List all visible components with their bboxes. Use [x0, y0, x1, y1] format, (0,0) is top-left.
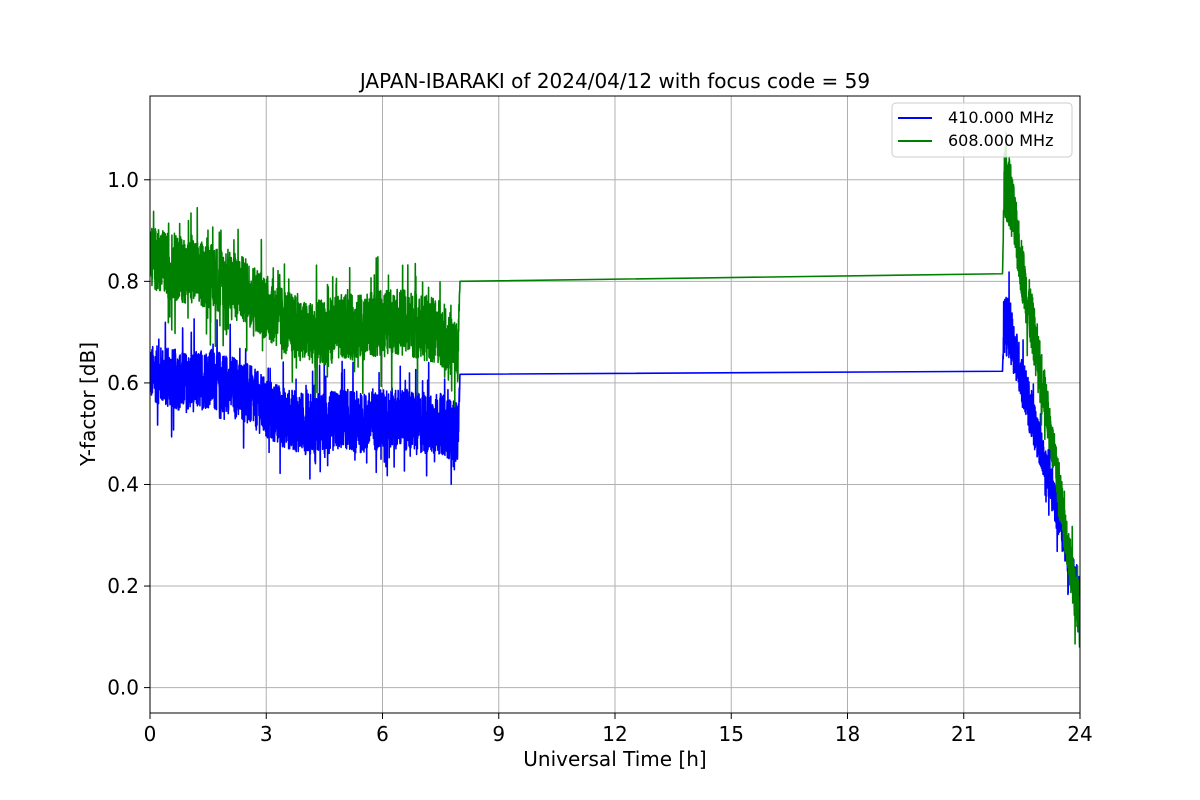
x-tick-label: 15 [719, 722, 744, 746]
x-tick-label: 24 [1067, 722, 1092, 746]
y-tick-label: 1.0 [107, 168, 139, 192]
x-tick-label: 18 [835, 722, 860, 746]
x-axis-ticks: 0 3 6 9 12 15 18 21 24 [144, 713, 1093, 746]
x-tick-label: 12 [602, 722, 627, 746]
x-tick-label: 6 [376, 722, 389, 746]
legend-label: 410.000 MHz [948, 108, 1053, 127]
x-tick-label: 3 [260, 722, 273, 746]
x-tick-label: 0 [144, 722, 157, 746]
y-tick-label: 0.0 [107, 676, 139, 700]
chart-title: JAPAN-IBARAKI of 2024/04/12 with focus c… [358, 69, 870, 93]
series-layer [150, 131, 1080, 648]
x-axis-label: Universal Time [h] [523, 747, 706, 771]
series-line-2 [150, 131, 1080, 648]
legend: 410.000 MHz 608.000 MHz [891, 102, 1073, 158]
y-axis-ticks: 0.0 0.2 0.4 0.6 0.8 1.0 [107, 168, 150, 700]
legend-box [891, 102, 1073, 158]
x-tick-label: 9 [492, 722, 505, 746]
y-tick-label: 0.8 [107, 269, 139, 293]
x-tick-label: 21 [951, 722, 976, 746]
y-tick-label: 0.2 [107, 574, 139, 598]
y-tick-label: 0.6 [107, 371, 139, 395]
y-axis-label: Y-factor [dB] [76, 342, 100, 467]
series-line-1 [150, 271, 1080, 633]
y-tick-label: 0.4 [107, 472, 139, 496]
legend-label: 608.000 MHz [948, 131, 1053, 150]
